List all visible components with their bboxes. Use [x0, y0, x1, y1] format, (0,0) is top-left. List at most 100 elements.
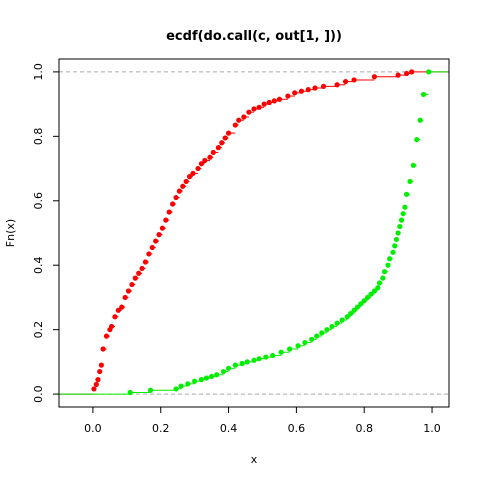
x-tick-label-4: 0.8	[355, 422, 373, 435]
data-point	[97, 369, 102, 374]
data-point	[246, 110, 251, 115]
data-point	[91, 386, 96, 391]
data-point	[221, 369, 226, 374]
data-point	[404, 71, 409, 76]
data-point	[226, 131, 231, 136]
y-tick-label-1: 0.2	[32, 321, 45, 339]
data-point	[270, 353, 275, 358]
data-point	[421, 92, 426, 97]
data-point	[319, 330, 324, 335]
data-point	[241, 114, 246, 119]
data-point	[233, 363, 238, 368]
series-layer	[59, 69, 449, 395]
data-point	[396, 73, 401, 78]
data-point	[160, 226, 165, 231]
data-point	[372, 74, 377, 79]
data-point	[418, 118, 423, 123]
data-point	[256, 105, 261, 110]
data-point	[380, 276, 385, 281]
data-point	[329, 324, 334, 329]
data-point	[340, 317, 345, 322]
data-point	[185, 381, 190, 386]
data-point	[375, 285, 380, 290]
data-point	[334, 321, 339, 326]
data-point	[167, 209, 172, 214]
data-point	[190, 171, 195, 176]
data-point	[202, 158, 207, 163]
data-point	[411, 163, 416, 168]
data-point	[240, 361, 245, 366]
data-point	[128, 390, 133, 395]
data-point	[100, 346, 105, 351]
data-point	[199, 377, 204, 382]
data-point	[139, 266, 144, 271]
data-point	[299, 89, 304, 94]
data-point	[390, 250, 395, 255]
data-point	[251, 106, 256, 111]
data-point	[314, 334, 319, 339]
data-point	[156, 232, 161, 237]
data-point	[263, 354, 268, 359]
data-point	[382, 269, 387, 274]
data-point	[226, 366, 231, 371]
chart-title: ecdf(do.call(c, out[1, ]))	[166, 29, 342, 44]
data-point	[204, 375, 209, 380]
data-point	[251, 358, 256, 363]
data-point	[211, 150, 216, 155]
data-point	[321, 84, 326, 89]
data-point	[126, 288, 131, 293]
data-point	[143, 259, 148, 264]
data-point	[153, 238, 158, 243]
data-point	[292, 90, 297, 95]
data-point	[136, 271, 141, 276]
data-point	[334, 82, 339, 87]
data-point	[401, 211, 406, 216]
data-point	[180, 184, 185, 189]
data-point	[394, 237, 399, 242]
data-point	[119, 305, 124, 310]
data-point	[216, 145, 221, 150]
y-axis-label: Fn(x)	[4, 219, 17, 247]
data-point	[104, 334, 109, 339]
data-point	[95, 377, 100, 382]
x-tick-label-0: 0.0	[84, 422, 102, 435]
y-tick-label-0: 0.0	[32, 385, 45, 403]
data-point	[109, 324, 114, 329]
data-point	[223, 135, 228, 140]
data-point	[150, 245, 155, 250]
data-point	[256, 356, 261, 361]
data-point	[207, 155, 212, 160]
data-point	[343, 79, 348, 84]
data-point	[184, 179, 189, 184]
data-point	[170, 201, 175, 206]
y-axis: 0.0 0.2 0.4 0.6 0.8 1.0	[32, 63, 59, 403]
x-tick-label-5: 1.0	[423, 422, 441, 435]
data-point	[133, 276, 138, 281]
data-point	[377, 280, 382, 285]
data-point	[163, 218, 168, 223]
data-point	[426, 69, 431, 74]
data-point	[312, 85, 317, 90]
data-point	[399, 218, 404, 223]
data-point	[324, 327, 329, 332]
data-point	[385, 263, 390, 268]
data-point	[178, 383, 183, 388]
data-point	[285, 93, 290, 98]
data-point	[209, 374, 214, 379]
y-tick-label-4: 0.8	[32, 128, 45, 146]
data-point	[214, 372, 219, 377]
data-point	[195, 166, 200, 171]
data-point	[279, 350, 284, 355]
x-axis-label: x	[251, 453, 258, 466]
data-point	[402, 205, 407, 210]
data-point	[267, 100, 272, 105]
x-tick-label-2: 0.4	[220, 422, 238, 435]
data-point	[262, 102, 267, 107]
data-point	[177, 189, 182, 194]
data-point	[302, 340, 307, 345]
x-axis: 0.0 0.2 0.4 0.6 0.8 1.0	[84, 407, 441, 435]
data-point	[295, 343, 300, 348]
data-point	[94, 382, 99, 387]
y-tick-label-5: 1.0	[32, 63, 45, 81]
